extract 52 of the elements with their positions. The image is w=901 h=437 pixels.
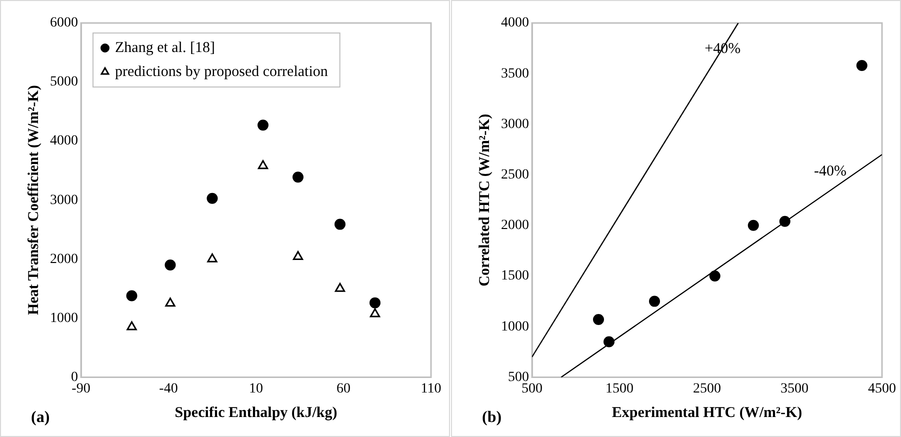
point <box>165 298 176 307</box>
x-tick-label: 10 <box>249 381 263 396</box>
point <box>164 260 176 271</box>
y-axis-title: Correlated HTC (W/m²-K) <box>476 114 493 286</box>
y-tick-label: 5000 <box>50 74 78 90</box>
point <box>126 321 137 330</box>
annotation: -40% <box>814 164 846 180</box>
y-axis-title: Heat Transfer Coefficient (W/m²-K) <box>26 85 42 316</box>
y-tick-label: 3000 <box>501 116 529 132</box>
x-tick-label: 3500 <box>780 381 808 396</box>
text: (a) <box>31 409 50 426</box>
point <box>370 297 380 308</box>
x-axis-title: Specific Enthalpy (kJ/kg) <box>174 404 338 421</box>
point <box>709 270 720 282</box>
point <box>370 308 380 318</box>
point <box>593 314 604 326</box>
y-tick-label: 1000 <box>501 319 529 334</box>
y-tick-label: 1500 <box>501 268 529 284</box>
y-tick-label: 6000 <box>50 16 78 31</box>
x-tick-label: 4500 <box>868 381 896 396</box>
point <box>856 60 868 72</box>
y-tick-label: 4000 <box>50 134 78 149</box>
point <box>126 290 138 302</box>
x-tick-label: 60 <box>336 381 350 396</box>
point <box>258 160 268 170</box>
x-tick-label: 1500 <box>606 381 634 396</box>
point <box>292 172 304 183</box>
point <box>748 220 759 231</box>
legend-label: predictions by proposed correlation <box>115 64 328 80</box>
point <box>604 336 614 348</box>
point <box>258 120 268 131</box>
point <box>206 192 218 204</box>
y-tick-label: 2000 <box>50 252 78 267</box>
y-tick-label: 3500 <box>501 66 529 82</box>
point <box>649 296 660 307</box>
x-tick-label: -40 <box>159 381 178 396</box>
x-tick-label: 2500 <box>693 381 721 396</box>
y-tick-label: 2500 <box>501 167 529 182</box>
point <box>334 282 346 292</box>
point <box>779 216 790 227</box>
x-axis-title: Experimental HTC (W/m²-K) <box>612 404 802 421</box>
point <box>292 251 304 260</box>
y-tick-label: 1000 <box>50 310 78 326</box>
x-tick-label: 500 <box>522 381 542 396</box>
text: (b) <box>482 409 502 426</box>
y-tick-label: 3000 <box>50 192 78 208</box>
point <box>207 253 218 262</box>
x-tick-label: 110 <box>420 381 442 396</box>
y-tick-label: 4000 <box>501 16 529 31</box>
y-tick-label: 2000 <box>501 218 529 234</box>
legend-label: Zhang et al. [18] <box>115 40 215 56</box>
point <box>334 218 346 230</box>
